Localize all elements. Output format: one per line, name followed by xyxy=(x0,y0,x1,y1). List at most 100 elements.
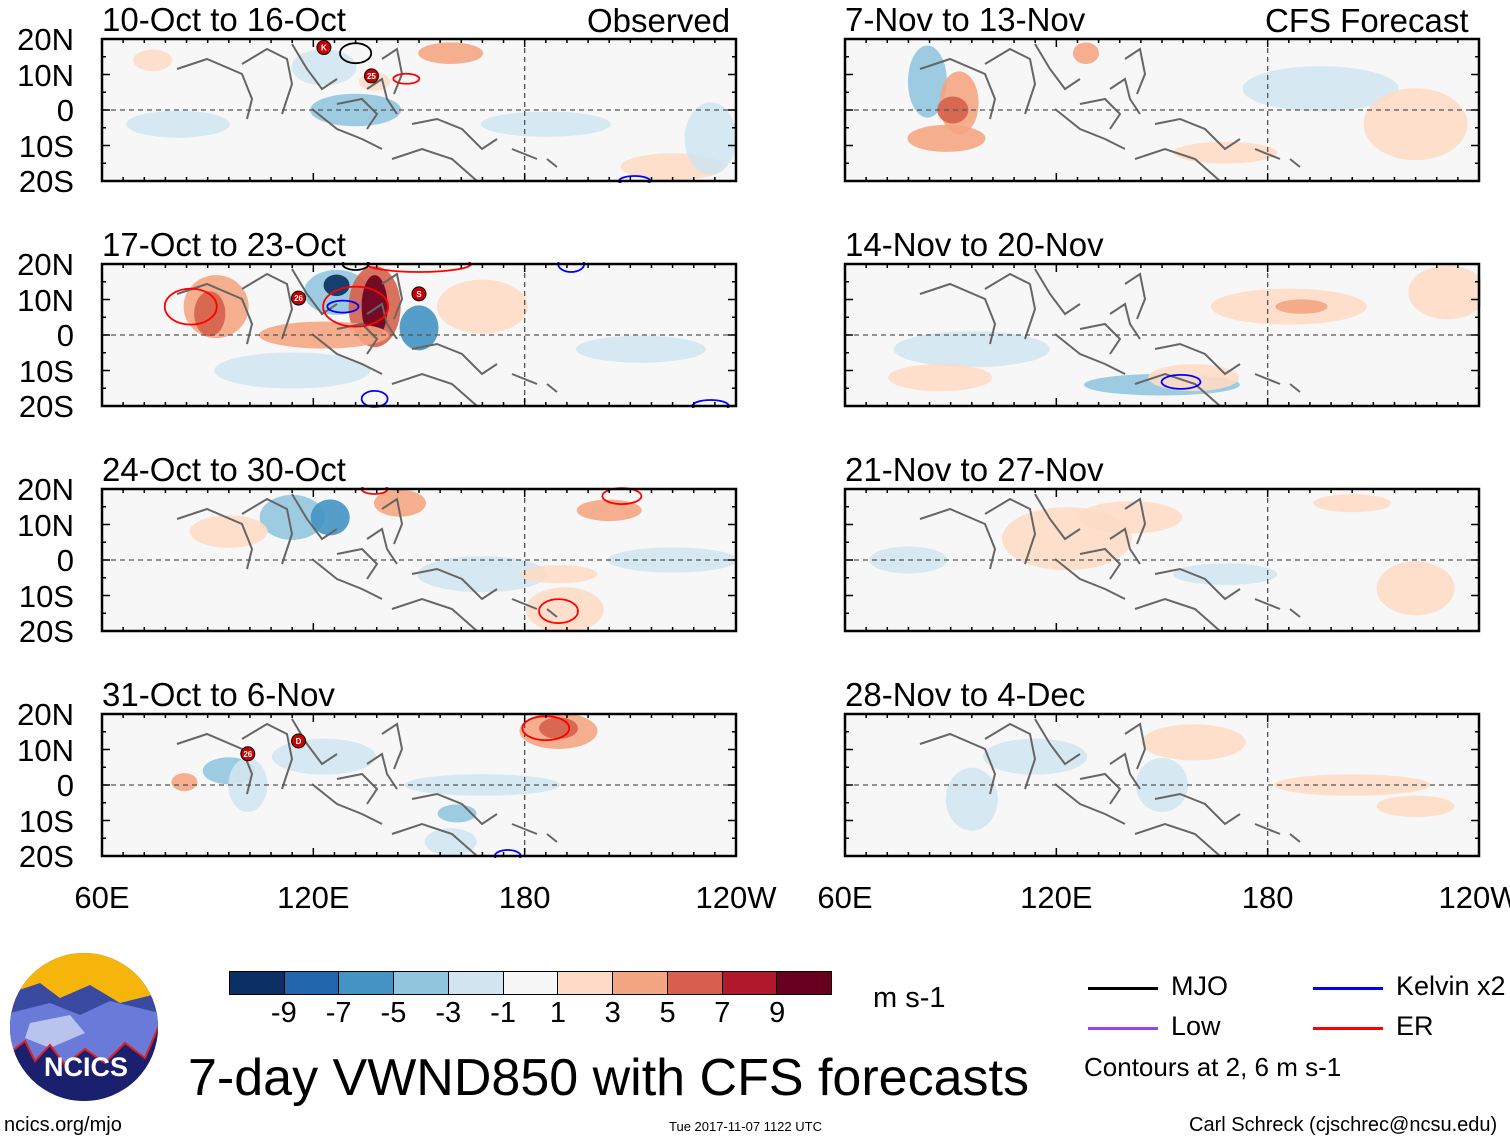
lat-label: 10N xyxy=(17,57,74,93)
wind-anomaly xyxy=(373,489,426,517)
lon-label: 120E xyxy=(1020,880,1093,915)
wind-anomaly xyxy=(893,331,1050,368)
footer-timestamp: Tue 2017-11-07 1122 UTC xyxy=(669,1119,822,1134)
contour-note: Contours at 2, 6 m s-1 xyxy=(1084,1052,1342,1082)
wind-anomaly xyxy=(1313,494,1392,513)
wind-anomaly xyxy=(1408,265,1481,320)
legend-label: Kelvin x2 xyxy=(1396,971,1506,1001)
colorbar xyxy=(229,971,832,995)
storm-icon xyxy=(363,68,379,84)
wave-contour xyxy=(326,299,360,314)
colorbar-swatch xyxy=(777,972,832,994)
footer-author: Carl Schreck (cjschrec@ncsu.edu) xyxy=(1189,1114,1498,1136)
lon-label: 120E xyxy=(277,880,350,915)
lat-label: 0 xyxy=(56,543,74,578)
map-panel: 26 S xyxy=(100,262,738,408)
wind-anomaly xyxy=(684,102,737,175)
wind-anomaly xyxy=(1148,364,1240,392)
footer-url[interactable]: ncics.org/mjo xyxy=(4,1114,122,1136)
storm-icon xyxy=(411,286,427,302)
lat-label: 20S xyxy=(18,839,74,874)
colorbar-tick: -7 xyxy=(325,997,352,1029)
storm-label: 25 xyxy=(367,72,376,81)
colorbar-swatch xyxy=(503,972,559,994)
colorbar-tick: 9 xyxy=(769,997,786,1029)
colorbar-swatch xyxy=(613,972,668,994)
lon-label: 180 xyxy=(1241,880,1294,915)
wind-anomaly xyxy=(1078,501,1183,534)
lon-label: 120W xyxy=(695,880,777,915)
lat-label: 10N xyxy=(17,507,74,543)
wind-anomaly xyxy=(258,321,389,349)
coastline xyxy=(919,718,1301,857)
wind-anomaly xyxy=(399,305,439,351)
lat-label: 20S xyxy=(18,164,74,199)
lat-label: 10S xyxy=(18,578,74,614)
storm-icon xyxy=(316,40,332,56)
lat-label: 0 xyxy=(56,768,74,803)
colorbar-tick: -1 xyxy=(490,997,516,1029)
wind-anomaly xyxy=(576,499,642,522)
storm-label: 26 xyxy=(243,750,252,759)
lat-label: 20S xyxy=(18,614,74,649)
wave-contour xyxy=(392,72,421,85)
panel-title: 14-Nov to 20-Nov xyxy=(845,226,1104,263)
panel-title: 10-Oct to 16-Oct xyxy=(102,1,346,38)
colorbar-units: m s-1 xyxy=(873,982,946,1014)
wind-anomaly xyxy=(310,499,350,536)
wind-anomaly xyxy=(361,275,388,339)
wind-anomaly xyxy=(888,364,993,392)
observed-header: Observed xyxy=(587,2,731,39)
legend-line xyxy=(1313,1027,1383,1030)
lat-label: 10S xyxy=(18,353,74,389)
wind-anomaly xyxy=(214,352,371,389)
legend-line xyxy=(1313,987,1383,990)
colorbar-swatch xyxy=(284,972,340,994)
wave-contour xyxy=(322,285,390,328)
lat-label: 20N xyxy=(17,22,74,57)
lat-label: 0 xyxy=(56,318,74,353)
wind-anomaly xyxy=(1275,299,1328,314)
map-panel xyxy=(100,487,738,633)
wind-anomaly xyxy=(1376,561,1455,616)
lat-label: 10N xyxy=(17,282,74,318)
lat-label: 0 xyxy=(56,93,74,128)
storm-label: 26 xyxy=(294,294,303,303)
coastline xyxy=(176,718,558,857)
colorbar-tick: -9 xyxy=(270,997,297,1029)
coastline xyxy=(919,43,1301,182)
wind-anomaly xyxy=(194,291,226,337)
wind-anomaly xyxy=(436,279,528,334)
wind-anomaly xyxy=(271,738,376,775)
wind-anomaly xyxy=(171,773,198,792)
wind-anomaly xyxy=(133,49,173,72)
wind-anomaly xyxy=(259,494,325,540)
wave-contour xyxy=(1160,373,1202,390)
panel-title: 24-Oct to 30-Oct xyxy=(102,451,346,488)
storm-icon xyxy=(240,746,256,762)
lon-label: 60E xyxy=(74,880,130,915)
wind-anomaly xyxy=(417,556,548,593)
lon-label: 60E xyxy=(817,880,873,915)
wind-anomaly xyxy=(1141,724,1246,761)
wind-anomaly xyxy=(945,767,998,831)
lat-label: 10S xyxy=(18,128,74,164)
map-panel: 26 D xyxy=(100,712,738,858)
lat-label: 10S xyxy=(18,803,74,839)
coastline xyxy=(919,493,1301,632)
colorbar-swatch xyxy=(230,972,285,994)
lat-label: 20N xyxy=(17,247,74,282)
wind-anomaly xyxy=(575,335,706,363)
colorbar-swatch xyxy=(667,972,723,994)
coastline xyxy=(176,268,558,407)
panel-title: 31-Oct to 6-Nov xyxy=(102,676,335,713)
storm-icon xyxy=(291,733,307,749)
colorbar-tick: 1 xyxy=(549,997,566,1029)
panel-title: 7-Nov to 13-Nov xyxy=(845,1,1086,38)
legend-label: ER xyxy=(1396,1011,1434,1041)
colorbar-swatch xyxy=(339,972,395,994)
wind-anomaly xyxy=(1072,42,1099,64)
map-panel xyxy=(843,262,1481,408)
wind-anomaly xyxy=(1363,88,1468,161)
